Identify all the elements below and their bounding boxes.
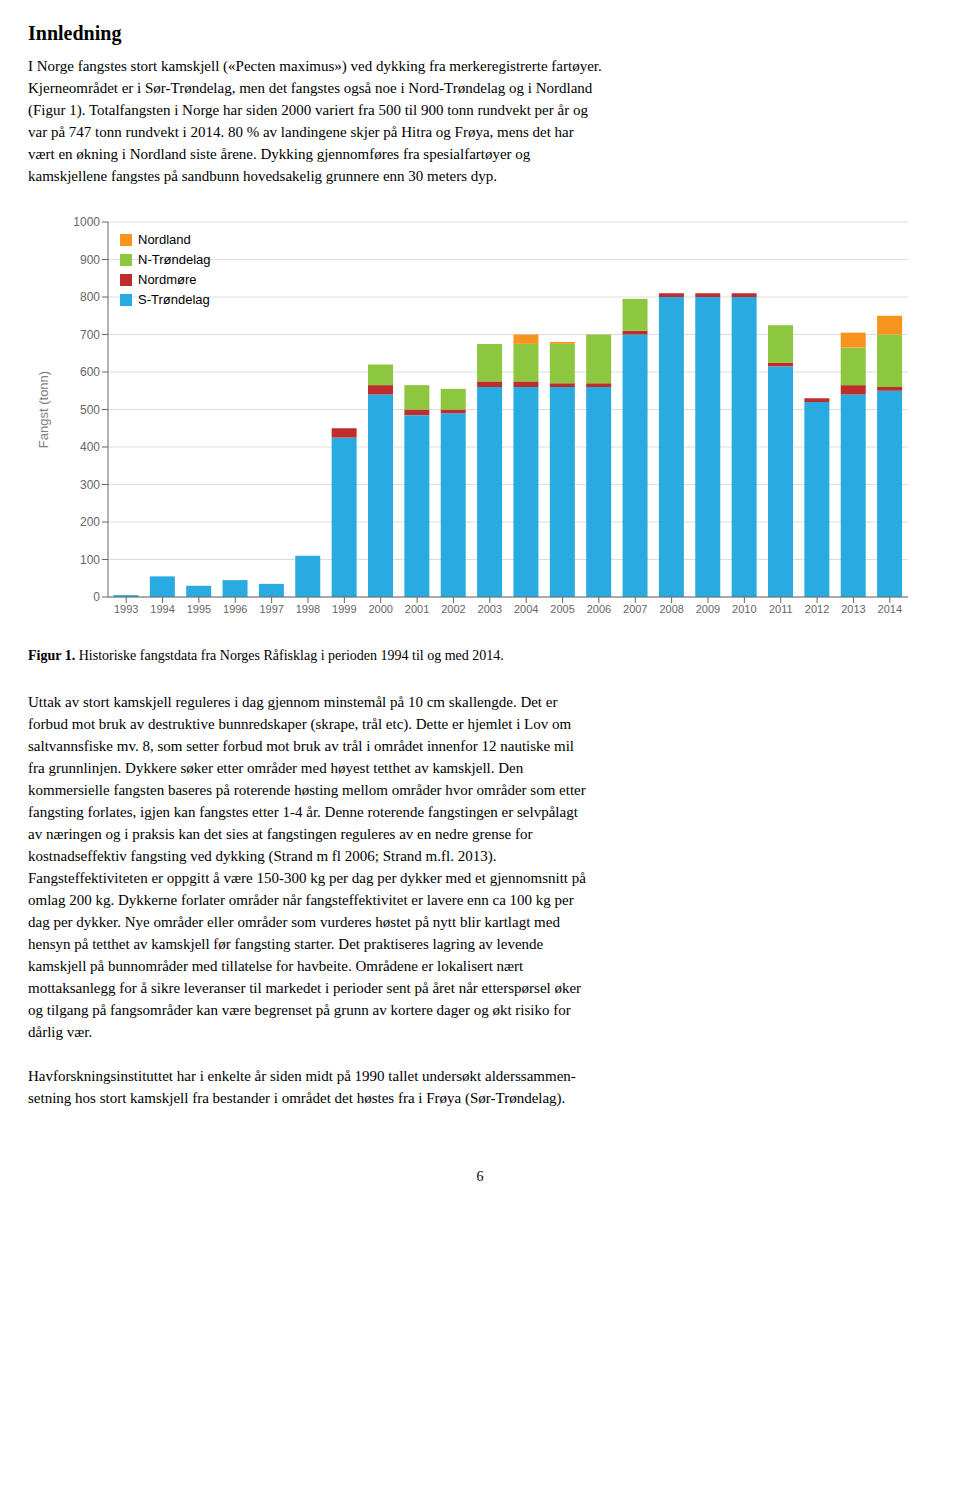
svg-text:900: 900: [80, 253, 100, 267]
svg-text:2002: 2002: [441, 603, 465, 615]
svg-text:600: 600: [80, 365, 100, 379]
svg-text:Fangst (tonn): Fangst (tonn): [36, 371, 51, 448]
svg-text:2010: 2010: [732, 603, 756, 615]
svg-text:400: 400: [80, 440, 100, 454]
svg-text:100: 100: [80, 553, 100, 567]
svg-text:1993: 1993: [114, 603, 138, 615]
svg-text:1995: 1995: [187, 603, 211, 615]
svg-text:2011: 2011: [769, 603, 793, 615]
svg-text:2003: 2003: [478, 603, 502, 615]
svg-text:700: 700: [80, 328, 100, 342]
svg-text:300: 300: [80, 478, 100, 492]
svg-text:2014: 2014: [878, 603, 902, 615]
svg-text:800: 800: [80, 290, 100, 304]
html-text:Innledning: Innledning: [28, 22, 122, 44]
svg-text:2013: 2013: [841, 603, 865, 615]
svg-text:2007: 2007: [623, 603, 647, 615]
svg-text:2000: 2000: [368, 603, 392, 615]
svg-text:1999: 1999: [332, 603, 356, 615]
svg-text:500: 500: [80, 403, 100, 417]
svg-text:0: 0: [93, 590, 100, 604]
html-text:Figur 1. Historiske fangstdata: Figur 1. Historiske fangstdata fra Norge…: [28, 648, 504, 663]
html-text:Havforskningsinstituttet har i: Havforskningsinstituttet har i enkelte å…: [28, 1068, 576, 1106]
svg-text:2012: 2012: [805, 603, 829, 615]
svg-text:1996: 1996: [223, 603, 247, 615]
svg-text:1997: 1997: [259, 603, 283, 615]
svg-text:2006: 2006: [587, 603, 611, 615]
html-text:I Norge fangstes stort kamskje: I Norge fangstes stort kamskjell («Pecte…: [28, 58, 602, 184]
html-text:6: 6: [476, 1169, 484, 1184]
html-text:N-Trøndelag: N-Trøndelag: [138, 252, 211, 267]
html-text:Nordland: Nordland: [138, 232, 191, 247]
svg-text:2005: 2005: [550, 603, 574, 615]
svg-text:2009: 2009: [696, 603, 720, 615]
svg-text:1998: 1998: [296, 603, 320, 615]
svg-text:200: 200: [80, 515, 100, 529]
html-text:Nordmøre: Nordmøre: [138, 272, 197, 287]
svg-text:2008: 2008: [659, 603, 683, 615]
svg-text:1994: 1994: [150, 603, 174, 615]
svg-text:2004: 2004: [514, 603, 538, 615]
svg-text:2001: 2001: [405, 603, 429, 615]
html-text:S-Trøndelag: S-Trøndelag: [138, 292, 210, 307]
html-text:Uttak av stort kamskjell regul: Uttak av stort kamskjell reguleres i dag…: [28, 694, 586, 1040]
svg-text:1000: 1000: [73, 215, 100, 229]
